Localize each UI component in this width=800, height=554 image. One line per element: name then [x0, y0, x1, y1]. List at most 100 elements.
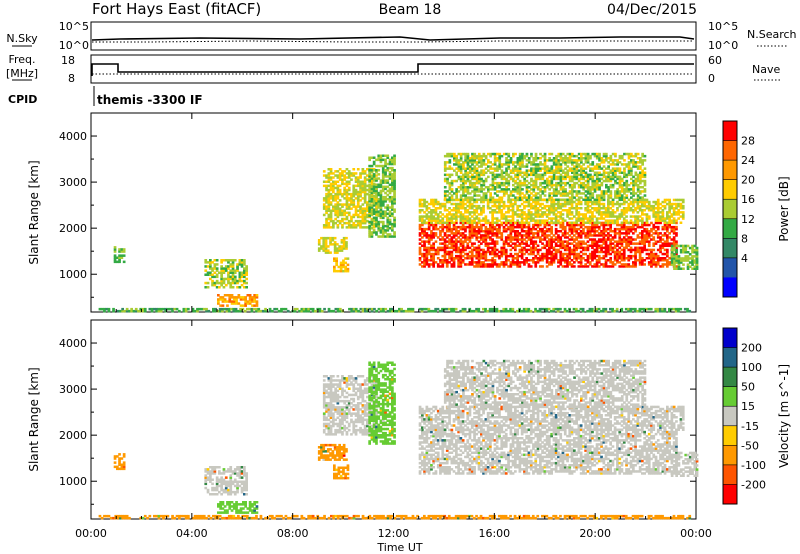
power-cell — [666, 252, 669, 256]
power-cell — [430, 217, 433, 220]
power-cell — [452, 202, 456, 206]
power-cell — [461, 254, 465, 258]
power-cell — [593, 234, 597, 237]
power-cell — [450, 167, 454, 170]
power-cell — [568, 209, 572, 212]
power-cell — [377, 177, 381, 180]
power-cell — [609, 242, 612, 245]
power-cell — [450, 242, 454, 245]
power-cell — [514, 221, 517, 224]
power-cell — [536, 213, 540, 216]
power-cell — [509, 175, 513, 179]
power-cell — [577, 261, 581, 264]
power-cell — [641, 230, 644, 233]
power-cell — [477, 265, 481, 268]
power-cell — [372, 218, 376, 222]
power-cell — [509, 263, 513, 266]
power-cell — [487, 161, 490, 164]
power-cell — [443, 248, 447, 252]
power-cell — [507, 207, 510, 210]
power-cell — [434, 232, 438, 235]
power-cell — [498, 202, 501, 206]
power-cell — [498, 209, 501, 212]
power-cell — [493, 163, 497, 166]
power-cell — [381, 177, 385, 180]
power-cell — [534, 192, 538, 195]
power-cell — [375, 174, 378, 177]
power-cell — [656, 204, 660, 208]
power-cell — [173, 307, 177, 311]
power-cell — [681, 198, 685, 202]
power-cell — [215, 279, 219, 283]
power-cell — [438, 309, 442, 313]
power-cell — [459, 177, 463, 181]
power-cell — [590, 307, 594, 311]
power-cell — [382, 309, 385, 313]
power-cell — [666, 240, 669, 243]
power-cell — [391, 206, 394, 209]
power-cell — [636, 215, 640, 218]
power-cell — [645, 230, 649, 233]
power-cell — [559, 252, 563, 256]
power-cell — [484, 236, 488, 239]
power-cell — [477, 190, 481, 193]
power-cell — [625, 263, 628, 266]
power-cell — [566, 198, 570, 201]
power-cell — [675, 213, 678, 216]
power-cell — [663, 257, 667, 260]
power-cell — [391, 183, 394, 186]
power-cell — [561, 188, 565, 191]
power-cell — [643, 230, 646, 233]
power-cell — [527, 204, 531, 208]
power-cell — [561, 190, 565, 193]
power-cell — [484, 242, 488, 245]
power-cell — [566, 246, 569, 250]
power-cell — [534, 179, 538, 183]
power-cell — [352, 309, 356, 313]
power-cell — [121, 307, 124, 311]
power-cell — [391, 195, 394, 199]
power-cell — [495, 200, 499, 204]
power-cell — [350, 174, 353, 177]
power-cell — [386, 220, 390, 224]
power-cell — [523, 173, 526, 177]
power-cell — [393, 177, 396, 180]
power-cell — [584, 167, 588, 170]
power-cell — [666, 217, 669, 220]
power-cell — [471, 181, 474, 185]
power-cell — [532, 183, 536, 187]
power-cell — [113, 258, 117, 262]
power-cell — [609, 230, 612, 233]
power-cell — [455, 198, 458, 201]
power-cell — [213, 281, 217, 285]
power-cell — [521, 165, 524, 168]
power-cell — [493, 217, 497, 220]
power-cell — [421, 217, 424, 220]
power-cell — [361, 221, 365, 225]
power-cell — [342, 241, 346, 244]
power-cell — [580, 175, 583, 179]
power-cell — [548, 244, 551, 247]
power-cell — [235, 302, 238, 305]
power-cell — [543, 169, 547, 172]
power-cell — [489, 207, 492, 210]
power-cell — [618, 230, 622, 233]
power-cell — [527, 238, 531, 241]
power-cell — [595, 248, 599, 252]
power-cell — [441, 202, 445, 206]
power-cell — [541, 257, 544, 260]
power-cell — [182, 307, 186, 311]
power-cell — [329, 213, 333, 217]
power-cell — [573, 190, 576, 193]
power-cell — [643, 246, 646, 250]
power-cell — [464, 169, 467, 172]
power-cell — [496, 181, 499, 185]
power-cell — [464, 175, 467, 179]
power-cell — [561, 159, 565, 162]
power-cell — [391, 177, 394, 180]
power-cell — [577, 211, 581, 214]
power-cell — [441, 242, 445, 245]
power-cell — [607, 244, 610, 247]
power-cell — [363, 219, 367, 223]
power-cell — [552, 202, 556, 206]
